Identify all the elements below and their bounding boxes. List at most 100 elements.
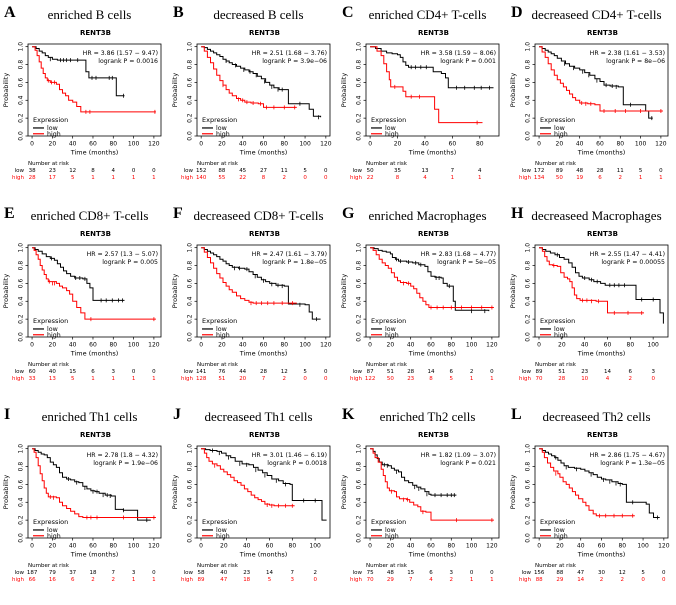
y-tick-label: 0.0 — [356, 533, 363, 543]
risk-value: 28 — [407, 369, 415, 375]
plot-border — [365, 445, 500, 539]
km-curve-high — [539, 46, 663, 112]
x-tick-label: 0 — [199, 141, 203, 148]
y-tick-label: 0.6 — [356, 479, 363, 489]
risk-value: 48 — [386, 570, 394, 576]
km-curve-high — [370, 247, 494, 308]
panel-letter: E — [4, 205, 15, 222]
y-tick-label: 0.4 — [525, 497, 532, 507]
risk-value: 4 — [111, 168, 116, 174]
risk-value: 20 — [239, 376, 247, 382]
panel-letter: J — [173, 406, 181, 423]
risk-value: 75 — [366, 570, 374, 576]
risk-row-label: high — [12, 175, 24, 181]
y-tick-label: 0.6 — [187, 278, 194, 288]
y-axis-label: Probability — [509, 475, 517, 510]
legend-label-low: low — [385, 125, 396, 132]
y-axis-label: Probability — [171, 475, 179, 510]
risk-value: 47 — [220, 577, 228, 583]
x-axis-label: Time (months) — [577, 350, 626, 358]
risk-value: 2 — [449, 577, 454, 583]
y-tick-label: 0.8 — [18, 60, 25, 70]
km-curve-high — [201, 46, 297, 108]
risk-value: 2 — [628, 376, 633, 382]
km-curve-low — [32, 46, 125, 97]
risk-value: 0 — [324, 175, 328, 181]
x-tick-label: 100 — [128, 543, 140, 550]
legend-label-low: low — [47, 527, 58, 534]
gene-title: RENT3B — [417, 431, 449, 439]
risk-value: 70 — [366, 577, 374, 583]
panel-title: decreaseed CD8+ T-cells — [193, 208, 324, 223]
x-tick-label: 100 — [309, 543, 321, 550]
risk-value: 19 — [576, 175, 584, 181]
km-chart: 0 20 40 60 80 100 120 Time (months) 1.0 0.8 0.6 0.4… — [2, 243, 162, 358]
x-tick-label: 100 — [647, 342, 659, 349]
x-tick-label: 100 — [635, 141, 647, 148]
y-tick-label: 0.6 — [525, 479, 532, 489]
risk-value: 140 — [195, 175, 207, 181]
risk-value: 1 — [91, 376, 95, 382]
panel-letter: D — [511, 4, 523, 21]
km-curve-low — [539, 448, 660, 518]
risk-value: 0 — [662, 570, 666, 576]
x-tick-label: 120 — [486, 543, 498, 550]
x-axis-label: Time (months) — [239, 149, 288, 157]
x-axis-label: Time (months) — [577, 551, 626, 559]
risk-value: 0 — [313, 577, 317, 583]
y-tick-label: 1.0 — [18, 444, 25, 454]
y-tick-label: 0.6 — [18, 278, 25, 288]
risk-value: 28 — [558, 376, 566, 382]
y-axis-label: Probability — [171, 274, 179, 309]
x-axis-label: Time (months) — [70, 350, 119, 358]
risk-value: 6 — [429, 570, 433, 576]
x-tick-label: 20 — [556, 141, 564, 148]
y-tick-label: 0.8 — [356, 261, 363, 271]
risk-value: 18 — [243, 577, 251, 583]
x-tick-label: 40 — [421, 141, 429, 148]
x-tick-label: 80 — [476, 141, 484, 148]
plot-border — [365, 43, 500, 137]
logrank-annotation: logrank P = 0.0016 — [98, 58, 158, 65]
risk-value: 1 — [91, 175, 95, 181]
risk-value: 4 — [478, 168, 482, 174]
risk-value: 89 — [197, 577, 205, 583]
risk-value: 88 — [535, 577, 543, 583]
risk-value: 50 — [386, 376, 394, 382]
gene-title: RENT3B — [586, 230, 618, 238]
x-tick-label: 80 — [280, 342, 288, 349]
risk-table: Number at risk low 156 88 47 30 12 5 0 high 88 29 14… — [507, 562, 676, 598]
risk-value: 5 — [638, 168, 643, 174]
risk-value: 5 — [303, 168, 307, 174]
y-tick-label: 0.4 — [356, 95, 363, 105]
risk-value: 13 — [421, 168, 429, 174]
panel-letter: B — [173, 4, 184, 21]
risk-value: 2 — [599, 577, 604, 583]
km-panel: F decreaseed CD8+ T-cells RENT3B 0 20 40 60… — [169, 203, 338, 404]
logrank-annotation: logrank P = 0.0018 — [267, 460, 327, 467]
x-tick-label: 60 — [260, 141, 268, 148]
risk-value: 1 — [152, 376, 156, 382]
x-tick-label: 0 — [537, 141, 541, 148]
y-tick-label: 0.4 — [356, 296, 363, 306]
risk-value: 88 — [556, 570, 564, 576]
risk-value: 8 — [429, 376, 433, 382]
risk-value: 5 — [70, 376, 75, 382]
risk-value: 6 — [91, 369, 95, 375]
legend-title: Expression — [33, 116, 68, 124]
x-tick-label: 80 — [618, 543, 626, 550]
risk-value: 89 — [535, 369, 543, 375]
risk-row-label: low — [183, 168, 193, 174]
risk-table: Number at risk low 141 76 44 28 12 5 0 high 128 51 2… — [169, 361, 338, 397]
y-tick-label: 0.2 — [18, 515, 25, 525]
km-curve-high — [539, 448, 635, 517]
y-tick-label: 0.6 — [356, 77, 363, 87]
panel-header: I enriched Th1 cells — [0, 404, 169, 431]
legend-label-high: high — [385, 533, 399, 540]
legend-label-high: high — [554, 332, 568, 339]
risk-value: 1 — [152, 577, 156, 583]
risk-value: 2 — [91, 577, 95, 583]
x-tick-label: 40 — [69, 141, 77, 148]
legend-title: Expression — [540, 116, 575, 124]
panel-header: F decreaseed CD8+ T-cells — [169, 203, 338, 230]
